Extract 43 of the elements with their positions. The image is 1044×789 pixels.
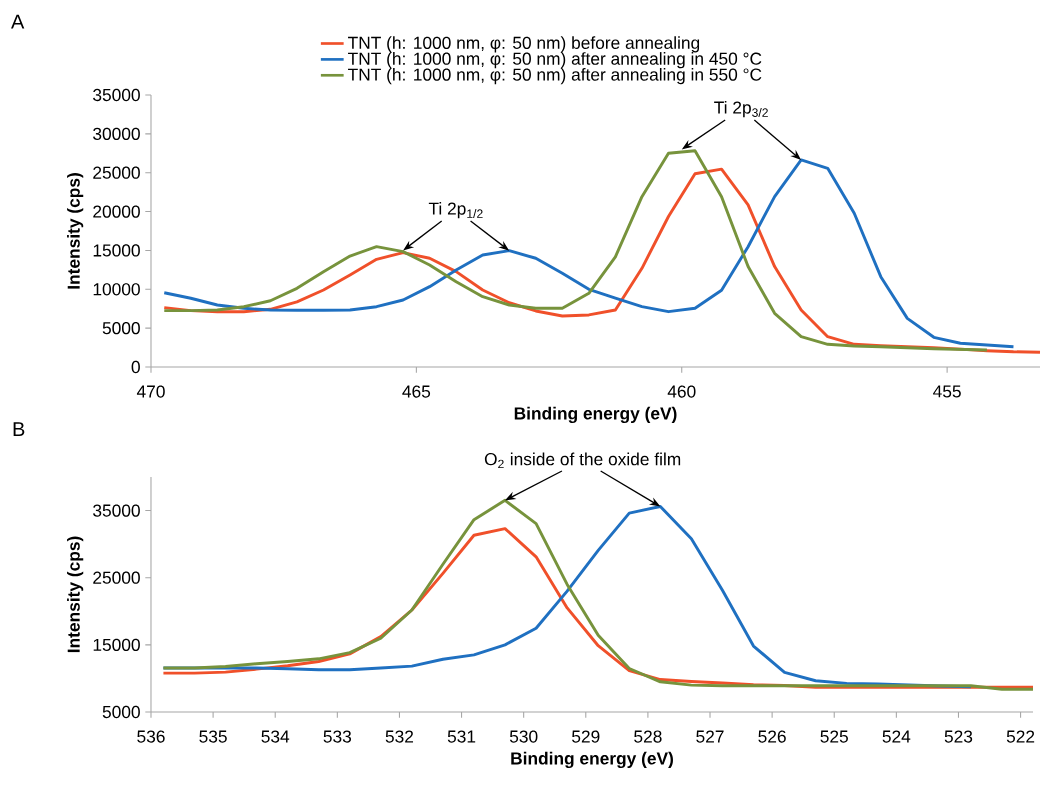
y-tick-label: 10000 (93, 283, 140, 296)
chart-title: B (13, 422, 25, 436)
chart-title: A (11, 14, 25, 29)
y-tick-label: 15000 (93, 244, 140, 257)
y-tick-label: 20000 (93, 205, 140, 218)
x-tick-label: 455 (933, 385, 961, 398)
x-axis-title: Binding energy (eV) (514, 406, 677, 424)
y-tick-label: 35000 (93, 88, 140, 102)
x-tick-label: 470 (136, 385, 165, 398)
x-tick-label: 524 (882, 730, 911, 743)
y-tick-label: 35000 (93, 504, 140, 517)
x-tick-label: 532 (385, 730, 414, 743)
y-axis-title: Intensity (cps) (67, 173, 84, 289)
y-tick-label: 5000 (102, 705, 140, 719)
y-tick-label: 30000 (93, 127, 140, 140)
x-tick-label: 465 (402, 385, 431, 398)
y-tick-label: 5000 (102, 322, 140, 335)
x-tick-label: 522 (1006, 730, 1035, 743)
x-tick-label: 525 (820, 730, 848, 743)
x-tick-label: 531 (447, 730, 476, 743)
x-tick-label: 533 (323, 730, 352, 743)
x-tick-label: 529 (572, 730, 600, 743)
x-tick-label: 527 (696, 730, 724, 743)
legend-label: TNT (h: 1000 nm, φ: 50 nm) after annealing in 450 °C (348, 52, 762, 69)
annotation: O$_{2}$ inside of the oxide film (484, 452, 681, 469)
y-tick-label: 25000 (93, 571, 140, 584)
y-tick-label: 0 (131, 360, 140, 374)
annotation: Ti 2p$_{1/2}$ (428, 201, 483, 219)
legend-label: TNT (h: 1000 nm, φ: 50 nm) after annealing in 550 °C (348, 68, 762, 85)
x-axis-title: Binding energy (eV) (511, 751, 673, 769)
annotation: Ti 2p$_{3/2}$ (714, 100, 768, 118)
y-tick-label: 25000 (93, 166, 140, 179)
x-tick-label: 530 (509, 730, 538, 743)
x-tick-label: 534 (261, 730, 290, 743)
x-tick-label: 528 (634, 730, 662, 743)
x-tick-label: 526 (758, 730, 786, 743)
x-tick-label: 523 (944, 730, 973, 743)
y-tick-label: 15000 (93, 638, 140, 651)
legend-label: TNT (h: 1000 nm, φ: 50 nm) before annealing (348, 36, 700, 53)
x-tick-label: 460 (667, 385, 696, 398)
x-tick-label: 536 (137, 730, 165, 743)
y-axis-title: Intensity (cps) (67, 536, 84, 653)
x-tick-label: 535 (199, 730, 227, 743)
